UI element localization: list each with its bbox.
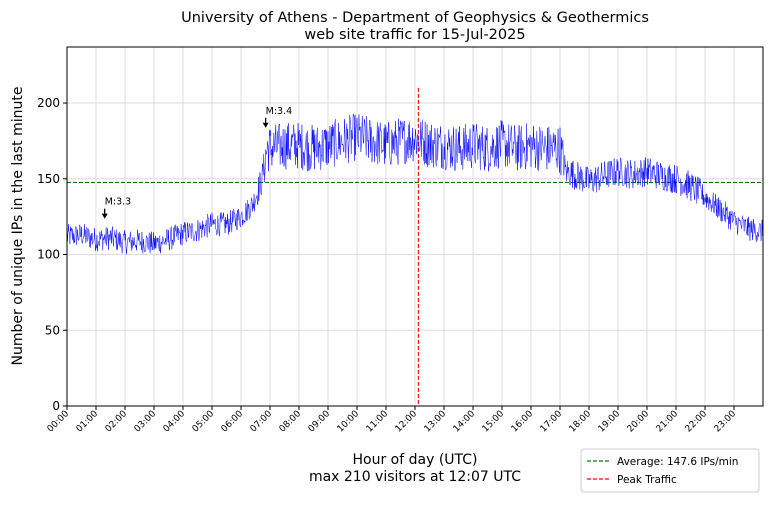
chart-title: University of Athens - Department of Geo… [181,10,649,26]
series-layer [66,113,764,255]
legend-average-label: Average: 147.6 IPs/min [617,456,738,468]
chart-subtitle: web site traffic for 15-Jul-2025 [304,27,525,43]
legend-peak-label: Peak Traffic [617,474,677,486]
legend-box [580,448,760,493]
quake-arrow-head [262,122,269,128]
x-axis-note: max 210 visitors at 12:07 UTC [309,469,521,485]
y-axis-label: Number of unique IPs in the last minute [10,87,26,366]
grid-layer [66,47,763,407]
y-tick-label: 150 [37,172,60,186]
y-tick-label: 100 [37,248,60,262]
quake-arrow-head [101,213,108,219]
y-tick-label: 50 [45,323,60,337]
legend: Average: 147.6 IPs/min Peak Traffic [580,448,760,493]
quake-annotation-label: M:3.3 [105,197,132,208]
reference-lines [67,87,763,406]
annotations: M:3.3 M:3.4 [101,106,293,219]
y-tick-label: 200 [37,96,60,110]
y-tick-label: 0 [52,399,60,413]
y-axis-ticks: 0 50 100 150 200 [37,96,67,413]
quake-annotation-label: M:3.4 [266,106,293,117]
traffic-line [66,113,764,255]
x-axis-label: Hour of day (UTC) [353,452,478,468]
